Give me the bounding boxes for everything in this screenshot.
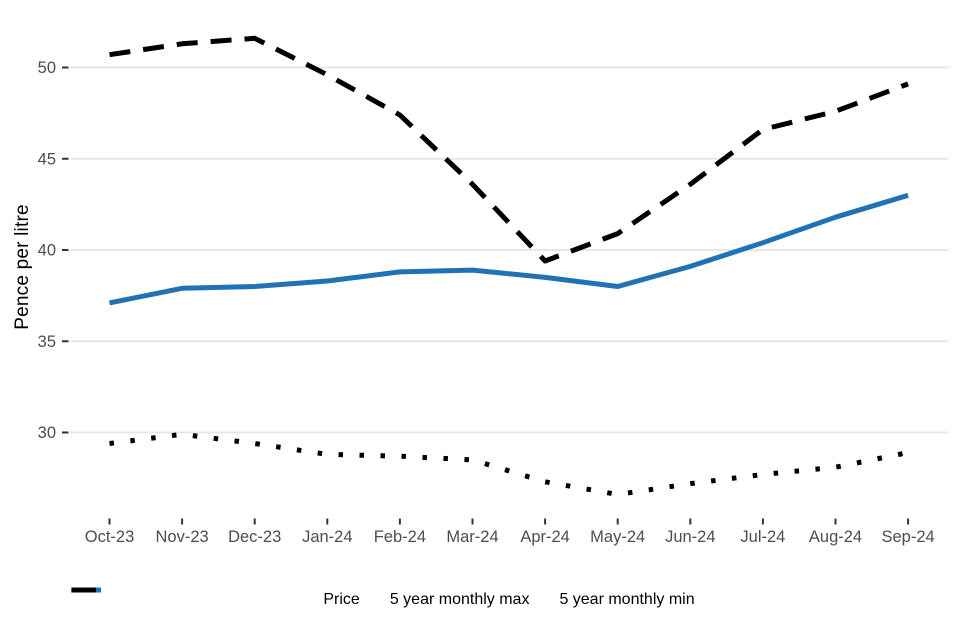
y-tick-label: 30: [38, 424, 56, 442]
legend-label-max: 5 year monthly max: [389, 591, 530, 608]
x-tick-label: Nov-23: [155, 528, 208, 546]
series-line-5-year-monthly-max: [109, 35, 909, 264]
legend-item-max: 5 year monthly max: [72, 587, 530, 609]
x-tick-label: Sep-24: [881, 528, 934, 546]
legend-label-min: 5 year monthly min: [559, 591, 695, 608]
series-line-5-year-monthly-min: [109, 431, 909, 497]
legend-item-price: Price: [71, 587, 360, 609]
legend-label-price: Price: [323, 591, 360, 608]
x-tick-label: Oct-23: [85, 528, 135, 546]
legend: Price 5 year monthly max 5 year monthly …: [70, 584, 948, 616]
x-tick-label: Jul-24: [740, 528, 785, 546]
x-tick-label: Jun-24: [665, 528, 715, 546]
y-axis-title: Pence per litre: [12, 204, 33, 330]
x-tick-label: Dec-23: [228, 528, 281, 546]
x-tick-label: Feb-24: [374, 528, 426, 546]
x-tick-label: Jan-24: [302, 528, 352, 546]
series-line-price: [109, 192, 909, 306]
y-tick-label: 45: [38, 150, 56, 168]
x-tick-label: Mar-24: [446, 528, 498, 546]
y-tick-label: 50: [38, 59, 56, 77]
legend-item-min: 5 year monthly min: [72, 587, 695, 609]
x-tick-label: Aug-24: [809, 528, 862, 546]
x-tick-label: Apr-24: [520, 528, 570, 546]
x-tick-label: May-24: [590, 528, 645, 546]
y-tick-label: 35: [38, 333, 56, 351]
y-tick-label: 40: [38, 242, 56, 260]
dotted-line-icon: [72, 587, 96, 593]
